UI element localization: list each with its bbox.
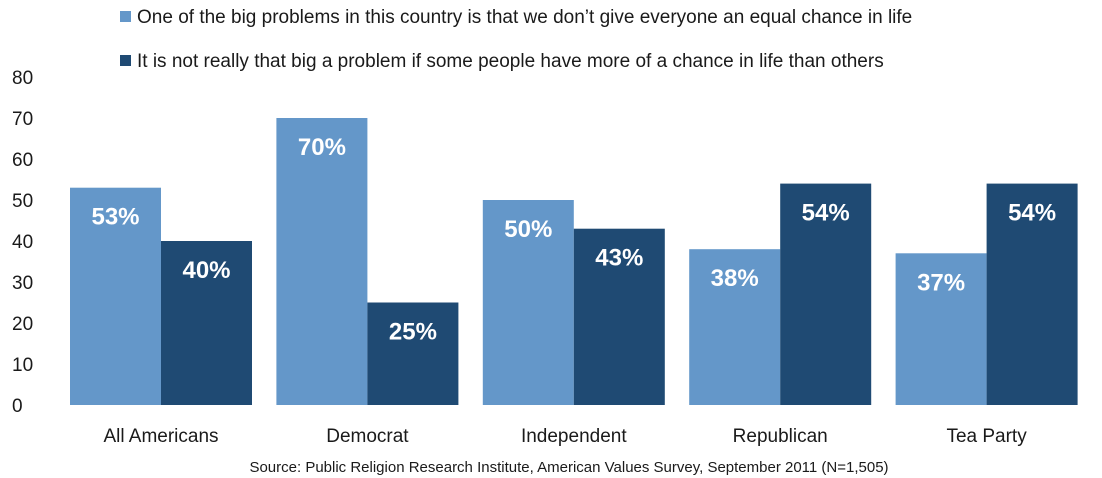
source-note: Source: Public Religion Research Institu…: [249, 459, 888, 476]
legend: One of the big problems in this country …: [120, 7, 912, 72]
legend-item-not-a-big-problem: It is not really that big a problem if s…: [120, 51, 884, 72]
y-tick-label: 80: [12, 68, 33, 89]
bar-series-1: [276, 118, 367, 405]
bar-value-label: 40%: [182, 257, 230, 284]
legend-swatch-series-2: [120, 55, 131, 66]
legend-label-series-2: It is not really that big a problem if s…: [137, 51, 884, 72]
bar-value-label: 38%: [711, 265, 759, 292]
bar-value-label: 54%: [1008, 200, 1056, 227]
x-category-label: All Americans: [103, 426, 218, 447]
x-category-label: Tea Party: [946, 426, 1027, 447]
bar-value-label: 50%: [504, 216, 552, 243]
y-tick-label: 0: [12, 396, 23, 417]
y-tick-label: 20: [12, 314, 33, 335]
y-tick-label: 50: [12, 191, 33, 212]
bar-value-label: 37%: [917, 269, 965, 296]
bar-value-label: 53%: [91, 204, 139, 231]
legend-swatch-series-1: [120, 11, 131, 22]
bar-value-label: 70%: [298, 134, 346, 161]
bar-value-label: 25%: [389, 319, 437, 346]
y-axis: 0 10 20 30 40 50 60 70 80: [12, 68, 33, 417]
legend-label-series-1: One of the big problems in this country …: [137, 7, 912, 28]
bar-value-label: 43%: [595, 245, 643, 272]
legend-item-equal-chance-problem: One of the big problems in this country …: [120, 7, 912, 28]
y-tick-label: 10: [12, 355, 33, 376]
x-category-label: Democrat: [326, 426, 409, 447]
x-axis: All Americans Democrat Independent Republic…: [103, 426, 1027, 447]
y-tick-label: 40: [12, 232, 33, 253]
y-tick-label: 70: [12, 109, 33, 130]
bar-value-label: 54%: [802, 200, 850, 227]
bars: 53% 40% 70% 25% 50% 43% 38% 54% 37% 54%: [70, 118, 1078, 405]
y-tick-label: 60: [12, 150, 33, 171]
x-category-label: Independent: [521, 426, 627, 447]
x-category-label: Republican: [733, 426, 828, 447]
y-tick-label: 30: [12, 273, 33, 294]
